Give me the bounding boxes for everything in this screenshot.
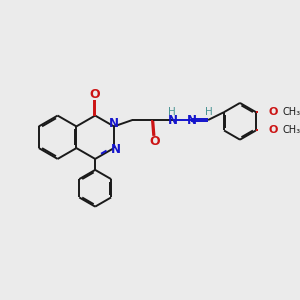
Text: N: N [187, 113, 196, 127]
Text: H: H [168, 107, 176, 117]
Text: O: O [149, 135, 160, 148]
Text: CH₃: CH₃ [282, 107, 300, 117]
Text: H: H [205, 107, 212, 117]
Text: N: N [168, 113, 178, 127]
Text: N: N [110, 143, 121, 156]
Text: O: O [90, 88, 101, 100]
Text: CH₃: CH₃ [282, 125, 300, 136]
Text: O: O [268, 107, 278, 117]
Text: O: O [268, 125, 278, 136]
Text: N: N [109, 117, 119, 130]
